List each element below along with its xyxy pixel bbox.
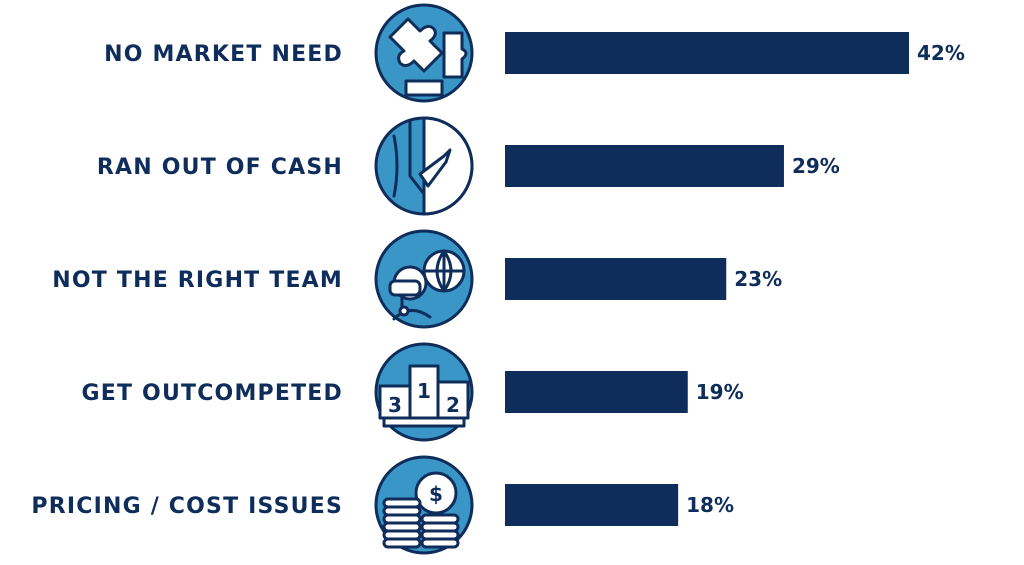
suit-tie-icon: [374, 116, 474, 216]
value-label: 42%: [917, 41, 965, 65]
category-label: NO MARKET NEED: [104, 42, 343, 67]
bar: [505, 371, 688, 413]
chart-marks: NO MARKET NEED 42% RAN OUT OF CASH 29% NOT T…: [31, 32, 965, 526]
coin-stack-left: [382, 497, 422, 549]
podium-icon: 1 3 2: [374, 342, 474, 442]
coins-dollar-icon: $: [374, 455, 474, 555]
category-label: GET OUTCOMPETED: [81, 381, 343, 406]
bar: [505, 145, 784, 187]
bar: [505, 258, 727, 300]
value-label: 19%: [696, 380, 744, 404]
category-label: NOT THE RIGHT TEAM: [52, 268, 343, 293]
value-label: 29%: [792, 154, 840, 178]
podium-third-label: 3: [388, 393, 402, 417]
value-label: 23%: [734, 267, 782, 291]
category-label: RAN OUT OF CASH: [97, 155, 343, 180]
icons: 1 3 2 $: [374, 3, 474, 555]
podium-second-label: 2: [446, 393, 460, 417]
person-globe-icon: [374, 229, 474, 329]
bar: [505, 484, 679, 526]
puzzle-icon: [374, 3, 474, 103]
dollar-sign: $: [429, 482, 443, 506]
value-label: 18%: [686, 493, 734, 517]
coin-stack-right: [420, 513, 460, 549]
category-label: PRICING / COST ISSUES: [31, 494, 343, 519]
bar: [505, 32, 909, 74]
podium-first-label: 1: [417, 379, 431, 403]
